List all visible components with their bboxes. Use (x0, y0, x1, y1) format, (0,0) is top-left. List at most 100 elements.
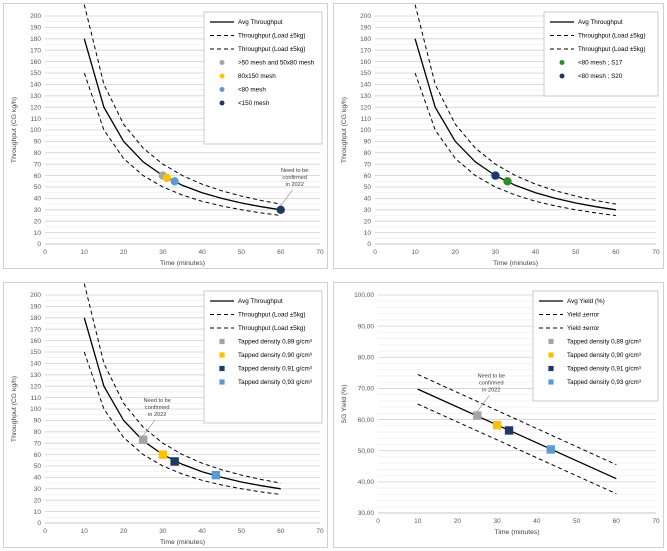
chart-svg: 0102030405060708090100110120130140150160… (11, 283, 324, 546)
legend-marker-swatch (219, 365, 225, 372)
legend-label: Tapped density 0,91 g/cm³ (238, 366, 312, 373)
y-tick-label: 50 (364, 184, 372, 191)
y-tick-label: 100,00 (354, 292, 374, 299)
y-tick-label: 20 (34, 497, 42, 504)
legend-label: Tapped density 0,91 g/cm³ (567, 366, 641, 373)
y-tick-label: 0 (367, 241, 371, 248)
x-tick-label: 40 (199, 528, 207, 535)
data-point (139, 435, 148, 444)
y-tick-label: 30 (34, 207, 42, 214)
y-tick-label: 70,00 (358, 386, 375, 393)
data-point (211, 470, 221, 480)
legend-label: Tapped density 0,90 g/cm³ (238, 352, 312, 359)
legend-marker-swatch (548, 338, 554, 345)
y-tick-label: 90 (34, 418, 42, 425)
y-tick-label: 190 (30, 304, 41, 311)
legend-label: Avg Throughput (238, 19, 283, 26)
x-tick-label: 10 (414, 518, 422, 525)
legend-label: Throughput (Load ±5kg) (578, 46, 646, 53)
x-tick-label: 70 (316, 249, 324, 256)
y-tick-label: 60 (364, 173, 372, 180)
x-tick-label: 60 (612, 249, 620, 256)
y-tick-label: 70 (34, 440, 42, 447)
bound-curve (414, 4, 616, 205)
y-tick-label: 130 (30, 372, 41, 379)
x-tick-label: 10 (412, 249, 420, 256)
annotation-text: in 2022 (286, 182, 304, 188)
data-point (276, 205, 285, 214)
bound-curve (83, 283, 281, 484)
legend-marker-swatch (219, 379, 225, 385)
y-tick-label: 180 (360, 36, 371, 43)
bound-curve (83, 72, 281, 216)
x-tick-label: 20 (454, 518, 462, 525)
annotation-text: in 2022 (148, 412, 166, 418)
average-curve (414, 38, 616, 211)
x-tick-label: 30 (494, 518, 502, 525)
y-tick-label: 70 (34, 161, 42, 168)
legend-label: 80x150 mesh (238, 73, 276, 80)
annotation-text: Need to be (478, 374, 505, 380)
y-tick-label: 10 (34, 509, 42, 516)
y-axis-title: Throughput (CG kg/h) (11, 376, 18, 442)
y-tick-label: 70 (364, 161, 372, 168)
average-curve (83, 317, 281, 490)
x-tick-label: 70 (316, 528, 324, 535)
y-tick-label: 0 (37, 241, 41, 248)
legend-label: >50 mesh and 50x80 mesh (238, 60, 315, 67)
y-tick-label: 150 (360, 70, 371, 77)
x-tick-label: 0 (376, 518, 380, 525)
y-tick-label: 100 (30, 406, 41, 413)
legend-label: Avg Throughput (238, 298, 283, 305)
y-tick-label: 110 (31, 395, 42, 402)
bound-curve (417, 373, 617, 466)
y-tick-label: 50 (34, 184, 42, 191)
legend-marker-swatch (219, 60, 225, 65)
data-point (491, 171, 500, 180)
annotation-leader-line (280, 189, 294, 207)
x-tick-label: 30 (159, 528, 167, 535)
y-tick-label: 130 (360, 93, 371, 100)
x-tick-label: 10 (81, 528, 89, 535)
legend-label: Throughput (Load ±5kg) (238, 325, 306, 332)
bound-curve (83, 4, 281, 205)
y-tick-label: 140 (30, 82, 41, 89)
annotation-text: in 2022 (482, 388, 500, 394)
y-tick-label: 140 (30, 361, 41, 368)
y-tick-label: 150 (30, 70, 41, 77)
chart-panel-top-left: 0 10 20 30 40 50 60 70 80 90 100 110 120 130 140 150 160… (3, 3, 328, 269)
y-tick-label: 80 (34, 150, 42, 157)
y-axis-title: Throughput (CG kg/h) (11, 97, 18, 163)
legend-label: Yield ±error (567, 325, 599, 332)
y-tick-label: 170 (360, 47, 371, 54)
legend-marker-swatch (548, 365, 554, 372)
x-tick-label: 0 (43, 528, 47, 535)
annotation-text: Need to be (281, 168, 308, 174)
y-tick-label: 40 (34, 196, 42, 203)
legend-label: Throughput (Load ±5kg) (238, 46, 306, 53)
y-tick-label: 160 (30, 59, 41, 66)
x-tick-label: 40 (533, 518, 541, 525)
annotation-text: confirmed (479, 381, 504, 387)
x-axis-title: Time (minutes) (494, 529, 539, 536)
y-tick-label: 80 (34, 429, 42, 436)
x-tick-label: 50 (238, 528, 246, 535)
y-tick-label: 100 (360, 127, 371, 134)
bound-curve (417, 403, 617, 495)
legend-label: Tapped density 0,93 g/cm³ (567, 379, 641, 386)
y-tick-label: 60 (34, 173, 42, 180)
x-tick-label: 0 (43, 249, 47, 256)
legend-label: Yield ±error (567, 312, 599, 319)
chart-panel-bottom-left: 0 10 20 30 40 50 60 70 80 90 100 110 120 130 140 150 160… (3, 282, 328, 548)
y-tick-label: 30,00 (358, 510, 375, 517)
y-tick-label: 160 (30, 338, 41, 345)
y-tick-label: 60,00 (358, 417, 375, 424)
y-tick-label: 10 (34, 230, 42, 237)
annotation-leader-line (476, 395, 490, 412)
y-tick-label: 180 (30, 36, 41, 43)
legend-label: <80 mesh ; S17 (578, 60, 623, 67)
legend-box (543, 11, 659, 97)
legend-label: Tapped density 0,90 g/cm³ (567, 352, 641, 359)
legend-marker-swatch (219, 352, 225, 358)
x-tick-label: 70 (652, 518, 660, 525)
